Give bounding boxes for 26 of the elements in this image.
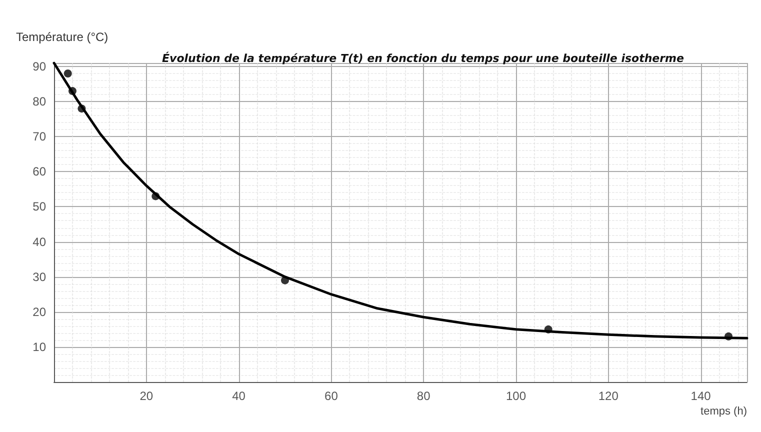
y-tick-label: 70 xyxy=(32,130,46,144)
y-tick-label: 30 xyxy=(32,270,46,284)
point xyxy=(544,325,552,334)
x-tick-label: 140 xyxy=(690,389,712,403)
y-tick-label: 20 xyxy=(32,304,46,319)
y-tick-label: 90 xyxy=(32,60,46,74)
y-tick-label: 40 xyxy=(32,234,46,249)
y-axis-title: Température (°C) xyxy=(16,30,108,44)
x-tick-label: 60 xyxy=(324,389,338,403)
y-tick-label: 50 xyxy=(32,200,46,214)
point xyxy=(281,276,289,284)
y-tick-label: 10 xyxy=(32,340,46,354)
x-tick-label: 120 xyxy=(598,389,619,403)
point xyxy=(78,104,86,113)
x-axis-title: temps (h) xyxy=(700,406,747,418)
chart-title: Évolution de la température T(t) en fonction du temps pour une bouteille isotherme xyxy=(162,51,685,65)
x-tick-label: 100 xyxy=(506,389,526,403)
point xyxy=(68,87,76,96)
x-tick-label: 80 xyxy=(416,389,431,403)
x-tick-label: 40 xyxy=(232,389,246,403)
y-tick-label: 80 xyxy=(32,94,46,109)
point xyxy=(64,70,72,78)
point xyxy=(152,192,160,200)
point xyxy=(724,332,733,340)
y-tick-label: 60 xyxy=(32,164,46,179)
x-tick-label: 20 xyxy=(140,389,154,403)
